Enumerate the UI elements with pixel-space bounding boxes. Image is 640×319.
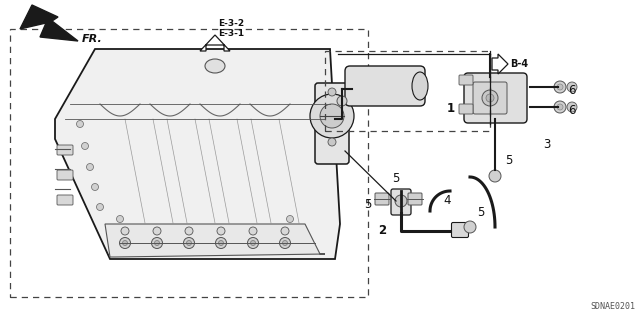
Text: FR.: FR.	[82, 34, 103, 44]
Circle shape	[120, 238, 131, 249]
Circle shape	[218, 241, 223, 246]
Text: E-3-2: E-3-2	[218, 19, 244, 28]
Circle shape	[248, 238, 259, 249]
Polygon shape	[492, 54, 508, 74]
Text: B-4: B-4	[510, 59, 528, 69]
Polygon shape	[55, 49, 340, 259]
Circle shape	[395, 195, 407, 207]
Text: SDNAE0201: SDNAE0201	[590, 302, 635, 311]
Ellipse shape	[205, 59, 225, 73]
Circle shape	[116, 216, 124, 222]
Polygon shape	[105, 224, 325, 257]
Circle shape	[328, 138, 336, 146]
Circle shape	[554, 101, 566, 113]
FancyBboxPatch shape	[57, 170, 73, 180]
Text: 2: 2	[378, 225, 386, 238]
Circle shape	[482, 90, 498, 106]
FancyBboxPatch shape	[464, 73, 527, 123]
Circle shape	[567, 82, 577, 92]
FancyBboxPatch shape	[408, 193, 422, 205]
Circle shape	[554, 81, 566, 93]
Polygon shape	[20, 5, 78, 41]
Text: 5: 5	[392, 173, 400, 186]
Ellipse shape	[412, 72, 428, 100]
FancyBboxPatch shape	[459, 104, 473, 114]
Circle shape	[97, 204, 104, 211]
Circle shape	[154, 241, 159, 246]
Text: 6: 6	[568, 85, 575, 98]
Circle shape	[184, 238, 195, 249]
Circle shape	[250, 241, 255, 246]
Circle shape	[464, 221, 476, 233]
Bar	[10, 29, 368, 297]
FancyBboxPatch shape	[57, 195, 73, 205]
FancyBboxPatch shape	[345, 66, 425, 106]
Circle shape	[280, 238, 291, 249]
Circle shape	[310, 94, 354, 138]
Circle shape	[328, 88, 336, 96]
Circle shape	[486, 94, 494, 102]
Text: 5: 5	[364, 197, 372, 211]
FancyBboxPatch shape	[459, 75, 473, 85]
FancyBboxPatch shape	[451, 222, 468, 238]
Text: 3: 3	[543, 137, 550, 151]
Text: 4: 4	[444, 195, 451, 207]
Text: 6: 6	[568, 105, 575, 117]
Polygon shape	[200, 35, 230, 51]
Circle shape	[282, 241, 287, 246]
Circle shape	[557, 84, 563, 90]
Circle shape	[567, 102, 577, 112]
FancyBboxPatch shape	[315, 83, 349, 164]
Circle shape	[320, 104, 344, 128]
Circle shape	[185, 227, 193, 235]
Bar	[325, 51, 490, 131]
Circle shape	[287, 216, 294, 222]
Circle shape	[122, 241, 127, 246]
Circle shape	[81, 143, 88, 150]
Circle shape	[186, 241, 191, 246]
FancyBboxPatch shape	[473, 82, 507, 114]
Text: 1: 1	[447, 102, 455, 115]
Circle shape	[77, 121, 83, 128]
Circle shape	[121, 227, 129, 235]
Text: 5: 5	[506, 154, 513, 167]
Circle shape	[152, 238, 163, 249]
Circle shape	[557, 104, 563, 110]
FancyBboxPatch shape	[57, 145, 73, 155]
Circle shape	[86, 164, 93, 170]
Circle shape	[92, 183, 99, 190]
Circle shape	[337, 96, 347, 106]
FancyBboxPatch shape	[391, 189, 411, 215]
Text: 5: 5	[477, 205, 485, 219]
Circle shape	[217, 227, 225, 235]
FancyBboxPatch shape	[375, 193, 389, 205]
Circle shape	[216, 238, 227, 249]
Circle shape	[249, 227, 257, 235]
Text: E-3-1: E-3-1	[218, 29, 244, 38]
Circle shape	[281, 227, 289, 235]
Circle shape	[489, 170, 501, 182]
Circle shape	[153, 227, 161, 235]
